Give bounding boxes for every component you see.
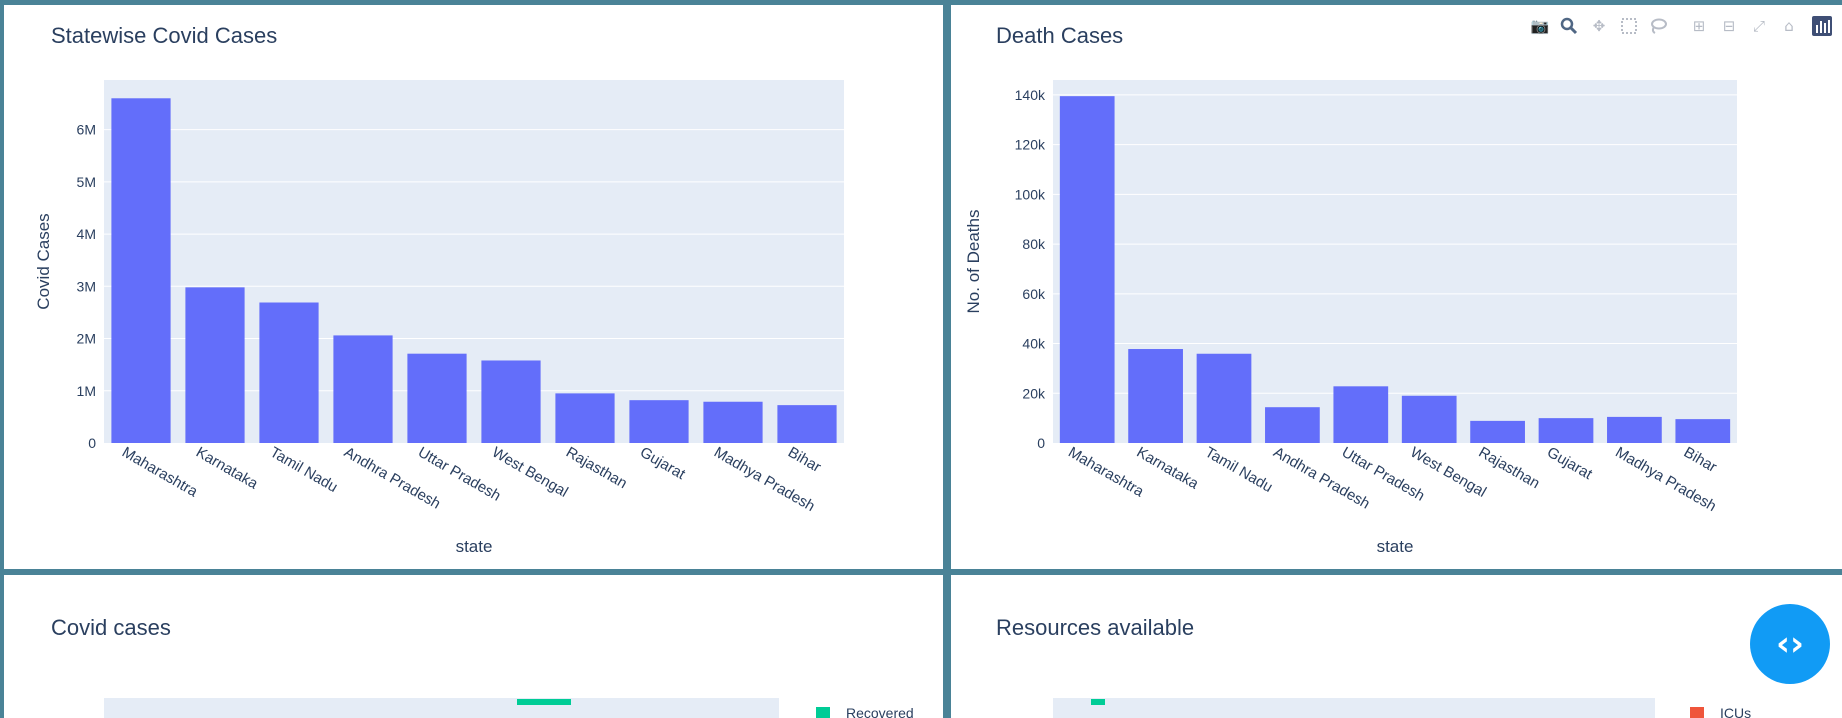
deaths-bar[interactable] bbox=[1401, 395, 1457, 443]
legend-swatch-recovered bbox=[816, 707, 830, 718]
autoscale-icon[interactable]: ⤢ bbox=[1752, 17, 1765, 35]
death-cases-title: Death Cases bbox=[996, 23, 1124, 48]
cases-bar[interactable] bbox=[555, 393, 615, 443]
plot-modebar: 📷 ✥ ⊞ ⊟ ⤢ ⌂ bbox=[1514, 15, 1834, 37]
deaths-bar[interactable] bbox=[1470, 420, 1525, 443]
icus-bar[interactable] bbox=[1091, 699, 1105, 705]
deaths-xtick-label: Gujarat bbox=[1544, 444, 1596, 484]
cases-xtick-label: Karnataka bbox=[193, 444, 261, 493]
zoom-icon[interactable] bbox=[1558, 15, 1580, 37]
cases-ytick-label: 2M bbox=[77, 331, 96, 347]
cases-ytick-label: 1M bbox=[77, 383, 96, 399]
cases-bar[interactable] bbox=[629, 400, 689, 443]
resources-plot-area[interactable] bbox=[1053, 698, 1655, 718]
deaths-bar[interactable] bbox=[1675, 419, 1731, 443]
cases-ytick-label: 0 bbox=[88, 435, 96, 451]
deaths-bar[interactable] bbox=[1128, 349, 1183, 443]
deaths-xtick-label: Maharashtra bbox=[1065, 444, 1147, 501]
deaths-ytick-label: 40k bbox=[1022, 336, 1046, 352]
deaths-bar[interactable] bbox=[1196, 353, 1252, 443]
resources-available-title: Resources available bbox=[996, 615, 1195, 640]
cases-ytick-label: 5M bbox=[77, 174, 96, 190]
statewise-cases-title: Statewise Covid Cases bbox=[51, 23, 278, 48]
cases-ytick-label: 6M bbox=[77, 122, 96, 138]
cases-bar[interactable] bbox=[259, 302, 319, 443]
legend-swatch-icus bbox=[1690, 707, 1704, 718]
cases-ytick-label: 3M bbox=[77, 278, 96, 294]
deaths-ytick-label: 120k bbox=[1015, 137, 1046, 153]
cases-bar[interactable] bbox=[185, 287, 245, 443]
cases-xtick-label: Maharashtra bbox=[119, 444, 201, 501]
cases-xtick-label: Tamil Nadu bbox=[267, 444, 340, 496]
deaths-xtick-label: Tamil Nadu bbox=[1202, 444, 1275, 496]
legend-item-icus[interactable]: ICUs bbox=[1686, 705, 1806, 718]
pan-icon[interactable]: ✥ bbox=[1592, 17, 1606, 35]
cases-xtick-label: Gujarat bbox=[637, 444, 689, 484]
cases-yaxis-label: Covid Cases bbox=[34, 213, 53, 309]
reset-axes-icon[interactable]: ⌂ bbox=[1784, 17, 1794, 35]
death-cases-panel: Death Cases 0 20k 40k 60k 80k 100k 120k 140k Mah… bbox=[951, 5, 1842, 569]
deaths-bar[interactable] bbox=[1059, 96, 1115, 444]
covid-cases-panel: Covid cases Recovered bbox=[4, 575, 943, 718]
box-select-icon[interactable] bbox=[1618, 15, 1640, 37]
death-cases-chart[interactable]: 020k40k60k80k100k120k140kMaharashtraKarn… bbox=[951, 5, 1842, 569]
deaths-ytick-label: 60k bbox=[1022, 286, 1046, 302]
cases-xtick-label: Bihar bbox=[785, 444, 824, 476]
deaths-bar[interactable] bbox=[1333, 386, 1389, 443]
cases-bar[interactable] bbox=[703, 401, 763, 443]
covid-cases-title: Covid cases bbox=[51, 615, 171, 640]
resources-available-panel: Resources available ICUs bbox=[951, 575, 1842, 718]
zoom-in-icon[interactable]: ⊞ bbox=[1692, 17, 1706, 35]
deaths-bar[interactable] bbox=[1265, 407, 1320, 443]
cases-bar[interactable] bbox=[407, 353, 467, 443]
deaths-ytick-label: 140k bbox=[1015, 87, 1046, 103]
zoom-out-icon[interactable]: ⊟ bbox=[1722, 17, 1736, 35]
cases-bar[interactable] bbox=[333, 335, 393, 443]
deaths-ytick-label: 20k bbox=[1022, 385, 1046, 401]
cases-bar[interactable] bbox=[777, 405, 837, 443]
cases-bar[interactable] bbox=[481, 360, 541, 443]
legend-label-icus: ICUs bbox=[1720, 705, 1752, 718]
deaths-ytick-label: 100k bbox=[1015, 186, 1046, 202]
cases-ytick-label: 4M bbox=[77, 226, 96, 242]
deaths-ytick-label: 80k bbox=[1022, 236, 1046, 252]
cases-bar[interactable] bbox=[111, 98, 171, 443]
lasso-select-icon[interactable] bbox=[1647, 15, 1669, 37]
legend-label-recovered: Recovered bbox=[846, 705, 914, 718]
deaths-ytick-label: 0 bbox=[1037, 435, 1045, 451]
camera-icon[interactable]: 📷 bbox=[1530, 17, 1550, 35]
deaths-xaxis-label: state bbox=[1377, 537, 1414, 556]
code-icon[interactable]: ‹› bbox=[1750, 604, 1830, 684]
statewise-cases-panel: Statewise Covid Cases 0 1M 2M 3M 4M 5M 6M Mahar… bbox=[4, 5, 943, 569]
cases-xaxis-label: state bbox=[456, 537, 493, 556]
deaths-xtick-label: Bihar bbox=[1681, 444, 1720, 476]
covid-cases-plot-area[interactable] bbox=[104, 698, 779, 718]
recovered-bar[interactable] bbox=[517, 699, 571, 705]
plotly-logo-icon[interactable] bbox=[1812, 16, 1832, 36]
deaths-bar[interactable] bbox=[1607, 416, 1662, 443]
cases-xtick-label: Rajasthan bbox=[563, 444, 630, 492]
deaths-bar[interactable] bbox=[1538, 418, 1594, 443]
deaths-yaxis-label: No. of Deaths bbox=[964, 210, 983, 314]
legend-item-recovered[interactable]: Recovered bbox=[812, 705, 942, 718]
